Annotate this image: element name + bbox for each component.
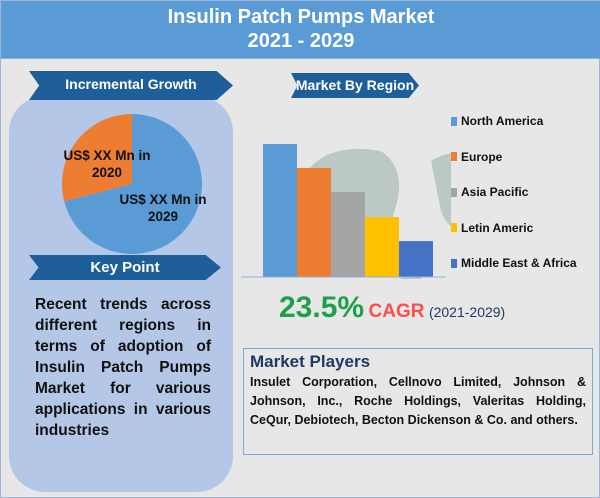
legend-swatch — [451, 223, 457, 232]
legend-swatch — [451, 187, 457, 197]
legend-item: Europe — [451, 150, 502, 164]
pie-slice — [64, 114, 202, 254]
cagr-period: (2021-2029) — [428, 304, 506, 320]
market-by-region-banner: Market By Region — [291, 73, 419, 98]
cagr-stat: 23.5% CAGR (2021-2029) — [279, 291, 505, 325]
page-title: Insulin Patch Pumps Market — [167, 6, 435, 28]
legend-item: Middle East & Africa — [451, 256, 577, 270]
pie-chart — [61, 114, 202, 254]
header: Insulin Patch Pumps Market 2021 - 2029 — [1, 1, 600, 59]
market-players-text: Insulet Corporation, Cellnovo Limited, J… — [250, 375, 586, 427]
legend-label: Middle East & Africa — [461, 256, 577, 270]
cagr-value: 23.5% — [279, 291, 365, 324]
bar-letin-americ — [365, 217, 399, 277]
pie-label-2020: US$ XX Mn in 2020 — [63, 148, 151, 180]
incremental-growth-banner: Incremental Growth — [29, 71, 233, 100]
region-bar-chart — [241, 144, 451, 279]
legend-item: Asia Pacific — [451, 185, 528, 199]
market-players-box: Market Players Insulet Corporation, Cell… — [243, 348, 593, 455]
legend-label: Europe — [461, 149, 503, 164]
key-point-text: Recent trends across different regions i… — [35, 296, 211, 439]
pie-slice — [61, 114, 132, 202]
market-players-title: Market Players — [250, 352, 371, 371]
bar-asia-pacific — [331, 191, 365, 277]
legend-swatch — [451, 152, 457, 161]
legend-label: North America — [461, 114, 544, 128]
bar-middle-east-africa — [399, 241, 433, 277]
legend-item: Letin Americ — [451, 221, 533, 235]
bar-north-america — [263, 144, 297, 277]
page-years: 2021 - 2029 — [247, 30, 355, 52]
pie-label-2029: US$ XX Mn in 2029 — [119, 192, 207, 224]
cagr-label: CAGR — [368, 301, 425, 322]
bar-europe — [297, 167, 331, 277]
legend-label: Letin Americ — [461, 220, 534, 235]
key-point-banner: Key Point — [29, 255, 221, 280]
legend-swatch — [451, 258, 457, 268]
legend-swatch — [451, 116, 457, 126]
legend-label: Asia Pacific — [461, 185, 529, 199]
legend-item: North America — [451, 114, 543, 128]
